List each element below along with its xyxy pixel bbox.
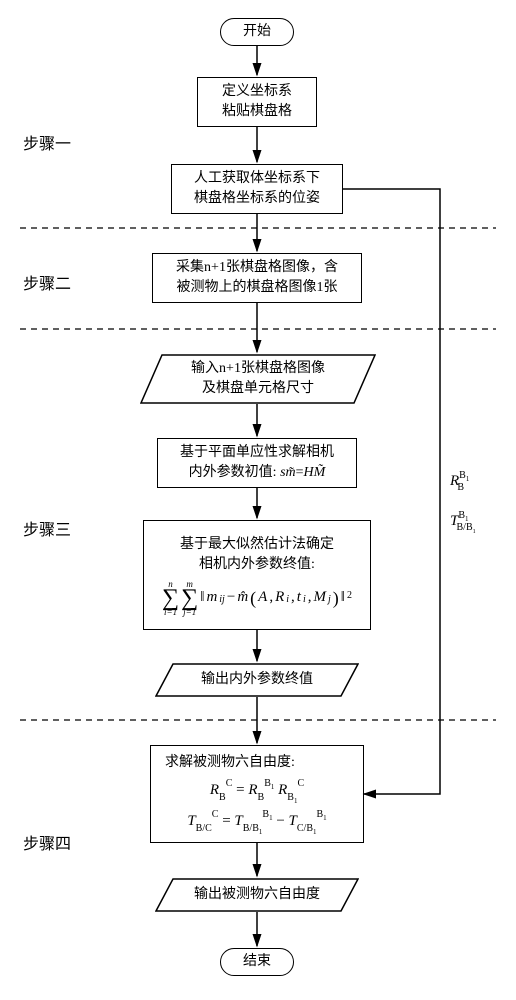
- n8-formula-2: TB/CC = TB/B1B1 − TC/B1B1: [165, 810, 349, 835]
- output-6dof-io: 输出被测物六自由度: [155, 878, 359, 912]
- step-2-label: 步骤二: [23, 270, 71, 294]
- capture-images-box: 采集n+1张棋盘格图像，含 被测物上的棋盘格图像1张: [152, 253, 362, 303]
- n5-formula: sm̃=HM̃: [280, 465, 325, 480]
- n1-line2: 粘贴棋盘格: [222, 102, 292, 122]
- n6-formula: n ∑ i=1 m ∑ j=1 ‖ mij − m̂ (A,Ri,ti,Mj) …: [162, 580, 352, 617]
- homography-box: 基于平面单应性求解相机 内外参数初值: sm̃=HM̃: [157, 438, 357, 488]
- n5-line1: 基于平面单应性求解相机: [180, 443, 334, 463]
- step-3-label: 步骤三: [23, 516, 71, 540]
- n6-line2: 相机内外参数终值:: [162, 555, 352, 575]
- n3-line2: 被测物上的棋盘格图像1张: [176, 278, 338, 298]
- start-label: 开始: [243, 24, 271, 39]
- solve-6dof-box: 求解被测物六自由度: RBC = RBB1 RB1C TB/CC = TB/B1…: [150, 745, 364, 843]
- input-images-io: 输入n+1张棋盘格图像 及棋盘单元格尺寸: [140, 354, 376, 404]
- n6-line1: 基于最大似然估计法确定: [162, 535, 352, 555]
- end-label: 结束: [243, 954, 271, 969]
- mle-box: 基于最大似然估计法确定 相机内外参数终值: n ∑ i=1 m ∑ j=1 ‖ …: [143, 520, 371, 630]
- step-1-label: 步骤一: [23, 130, 71, 154]
- n3-line1: 采集n+1张棋盘格图像，含: [176, 258, 338, 278]
- n9-text: 输出被测物六自由度: [194, 887, 320, 902]
- side-math-line1: RB1B: [450, 469, 476, 495]
- define-coords-box: 定义坐标系 粘贴棋盘格: [197, 77, 317, 127]
- n8-formula-1: RBC = RBB1 RB1C: [165, 779, 349, 804]
- manual-pose-box: 人工获取体坐标系下 棋盘格坐标系的位姿: [171, 164, 343, 214]
- n2-line1: 人工获取体坐标系下: [194, 169, 320, 189]
- side-math-line2: TB1B/B1: [450, 509, 476, 537]
- n7-text: 输出内外参数终值: [201, 672, 313, 687]
- n2-line2: 棋盘格坐标系的位姿: [194, 189, 320, 209]
- n1-line1: 定义坐标系: [222, 82, 292, 102]
- start-terminator: 开始: [220, 18, 294, 46]
- n5-line2: 内外参数初值:: [189, 465, 280, 480]
- n8-line1: 求解被测物六自由度:: [165, 753, 349, 773]
- n4-line2: 及棋盘单元格尺寸: [191, 379, 325, 399]
- output-params-io: 输出内外参数终值: [155, 663, 359, 697]
- diagram-canvas: 步骤一 步骤二 步骤三 步骤四 开始 定义坐标系 粘贴棋盘格 人工获取体坐标系下…: [0, 0, 516, 1000]
- step-4-label: 步骤四: [23, 830, 71, 854]
- flow-lines: [0, 0, 516, 1000]
- side-math: RB1B TB1B/B1: [450, 469, 476, 537]
- end-terminator: 结束: [220, 948, 294, 976]
- n4-line1: 输入n+1张棋盘格图像: [191, 359, 325, 379]
